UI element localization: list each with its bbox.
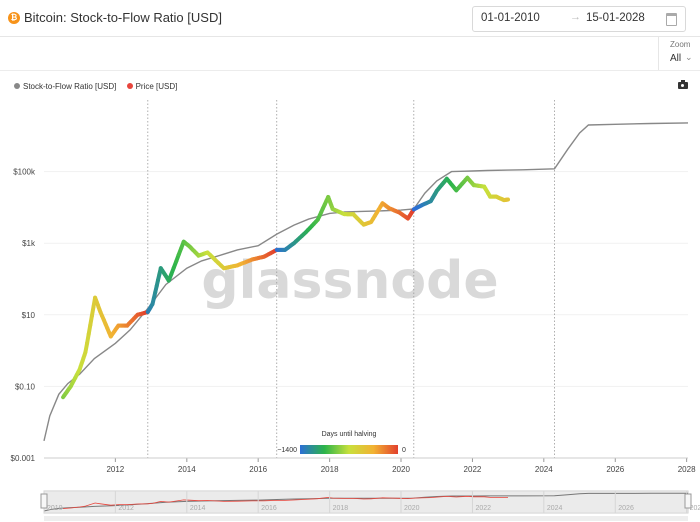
colorbar-min-label: ~1400	[277, 447, 297, 454]
x-tick-label: 2016	[249, 465, 267, 474]
y-tick-label: $100k	[13, 168, 36, 177]
x-tick-label: 2022	[464, 465, 482, 474]
date-from-input[interactable]: 01-01-2010	[481, 12, 540, 24]
x-axis: 2012 2014 2016 2018 2020 2022 2024 2026 2028	[44, 457, 696, 474]
navigator-tick-label: 2028	[690, 505, 700, 512]
y-tick-label: $0.10	[15, 382, 36, 391]
navigator-tick-label: 2018	[333, 505, 349, 512]
legend-marker-price	[126, 83, 133, 89]
colorbar-gradient	[300, 445, 398, 454]
legend-label-s2f: Stock-to-Flow Ratio [USD]	[23, 82, 117, 91]
x-tick-label: 2026	[606, 465, 624, 474]
zoom-select[interactable]: Zoom All ⌄	[658, 36, 700, 70]
navigator-tick-label: 2012	[118, 505, 134, 512]
colorbar-title: Days until halving	[322, 431, 377, 438]
y-tick-label: $10	[22, 311, 36, 320]
date-range-arrow-icon: →	[570, 11, 581, 23]
chart-header: ₿ Bitcoin: Stock-to-Flow Ratio [USD] 01-…	[0, 0, 700, 37]
navigator-tick-label: 2020	[404, 505, 420, 512]
chart-title: Bitcoin: Stock-to-Flow Ratio [USD]	[24, 10, 222, 25]
halving-lines	[147, 100, 555, 458]
s2f-line	[43, 122, 689, 442]
y-axis: $0.001 $0.10 $10 $1k $100k	[11, 168, 36, 463]
navigator-tick-label: 2010	[47, 505, 63, 512]
date-range-picker[interactable]: 01-01-2010 → 15-01-2028	[472, 6, 686, 32]
toolbar-divider	[0, 70, 700, 71]
s2f-series	[43, 122, 689, 442]
camera-icon[interactable]	[678, 80, 688, 89]
x-tick-label: 2012	[106, 465, 124, 474]
zoom-value[interactable]: All	[670, 53, 682, 64]
navigator-left-handle[interactable]	[40, 493, 48, 509]
halving-colorbar: Days until halving ~1400 0	[277, 431, 406, 454]
navigator-tick-label: 2014	[190, 505, 206, 512]
y-tick-label: $1k	[22, 239, 36, 248]
x-tick-label: 2028	[678, 465, 696, 474]
navigator-tick-label: 2016	[261, 505, 277, 512]
navigator-tick-label: 2026	[618, 505, 634, 512]
navigator-tick-label: 2022	[475, 505, 491, 512]
x-tick-label: 2024	[535, 465, 553, 474]
navigator-right-handle[interactable]	[684, 493, 692, 509]
legend-marker-s2f	[14, 83, 20, 89]
navigator-price-line	[63, 495, 508, 509]
navigator-scrollbar[interactable]	[44, 516, 688, 521]
navigator-selection[interactable]	[44, 491, 688, 513]
legend-item-price[interactable]: Price [USD]	[126, 82, 178, 91]
navigator-tick-label: 2024	[547, 505, 563, 512]
price-series	[61, 175, 510, 400]
navigator-axis: 2010 2012 2014 2016 2018 2020 2022 2024 2026 2028	[43, 491, 700, 513]
legend-label-price: Price [USD]	[135, 82, 178, 91]
chevron-down-icon[interactable]: ⌄	[685, 52, 693, 62]
legend-item-s2f[interactable]: Stock-to-Flow Ratio [USD]	[14, 82, 116, 91]
calendar-icon[interactable]	[666, 13, 677, 26]
bitcoin-logo-icon: ₿	[8, 12, 20, 24]
chart-legend: Stock-to-Flow Ratio [USD] Price [USD]	[14, 82, 185, 91]
zoom-label: Zoom	[670, 40, 691, 49]
x-tick-label: 2014	[178, 465, 196, 474]
colorbar-max-label: 0	[402, 447, 406, 454]
x-tick-label: 2018	[321, 465, 339, 474]
navigator[interactable]: 2010 2012 2014 2016 2018 2020 2022 2024 2026 2028	[40, 490, 700, 521]
y-tick-label: $0.001	[11, 454, 36, 463]
date-to-input[interactable]: 15-01-2028	[586, 12, 645, 24]
x-tick-label: 2020	[392, 465, 410, 474]
